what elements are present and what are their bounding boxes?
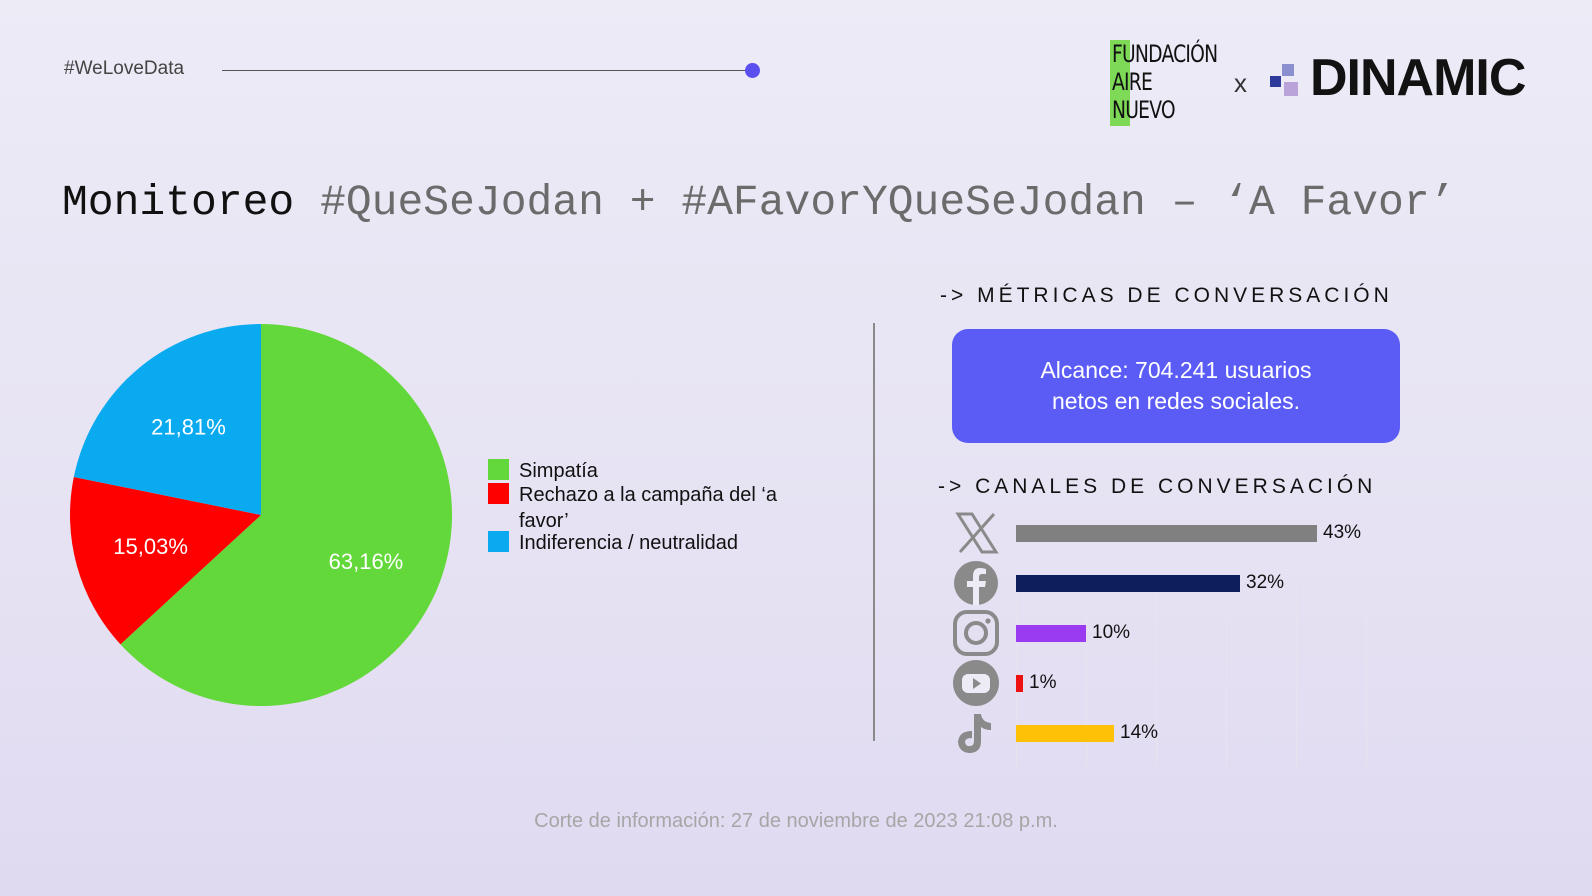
youtube-icon (953, 660, 999, 706)
bar-tiktok (1016, 725, 1114, 742)
pie-label-indiferencia: 21,81% (151, 414, 226, 439)
channel-row-instagram: 10% (950, 610, 1400, 656)
channels-title: -> CANALES DE CONVERSACIÓN (938, 475, 1377, 498)
dinamic-logo: DINAMIC (1270, 48, 1550, 107)
metrics-title: -> MÉTRICAS DE CONVERSACIÓN (940, 284, 1393, 307)
bar-x (1016, 525, 1317, 542)
dinamic-wordmark: DINAMIC (1310, 49, 1526, 107)
value-youtube: 1% (1029, 672, 1057, 693)
channel-row-tiktok: 14% (950, 710, 1400, 756)
x-icon (955, 512, 999, 554)
fan-logo: FUNDACIÓN AIRE NUEVO (1110, 40, 1218, 126)
channel-row-youtube: 1% (950, 660, 1400, 706)
bar-instagram (1016, 625, 1086, 642)
bar-gridline (1156, 520, 1157, 766)
title-hashtags: #QueSeJodan + #AFavorYQueSeJodan – ‘A Fa… (320, 178, 1456, 227)
pie-label-simpatia: 63,16% (329, 549, 404, 574)
channel-row-facebook: 32% (950, 560, 1400, 606)
legend-swatch-rechazo (488, 483, 509, 504)
legend-item-rechazo: Rechazo a la campaña del ‘a favor’ (488, 482, 789, 534)
legend-item-simpatia: Simpatía (488, 458, 598, 484)
bar-youtube (1016, 675, 1023, 692)
legend-label-simpatia: Simpatía (519, 460, 598, 482)
channel-row-x: 43% (950, 510, 1400, 556)
page-title: Monitoreo #QueSeJodan + #AFavorYQueSeJod… (62, 178, 1455, 227)
bar-facebook (1016, 575, 1240, 592)
title-main: Monitoreo (62, 178, 295, 227)
pie-chart: 63,16% 15,03% 21,81% (69, 324, 452, 706)
legend-swatch-simpatia (488, 459, 509, 480)
bar-gridline (1296, 520, 1297, 766)
value-x: 43% (1323, 522, 1362, 543)
hashtag-label: #WeLoveData (64, 58, 185, 79)
tiktok-icon (958, 714, 991, 753)
facebook-icon (954, 561, 998, 605)
alcance-box: Alcance: 704.241 usuarios netos en redes… (952, 329, 1400, 443)
value-facebook: 32% (1246, 572, 1285, 593)
value-instagram: 10% (1092, 622, 1131, 643)
bar-gridline (1366, 520, 1367, 766)
pie-slice-indiferencia (73, 324, 261, 515)
footer-note: Corte de información: 27 de noviembre de… (534, 810, 1058, 832)
vertical-divider (873, 323, 875, 741)
bar-gridline (1226, 520, 1227, 766)
header-line (222, 70, 752, 71)
bar-gridline (1016, 520, 1017, 766)
legend-swatch-indiferencia (488, 531, 509, 552)
value-tiktok: 14% (1120, 722, 1159, 743)
legend-item-indiferencia: Indiferencia / neutralidad (488, 530, 738, 556)
legend-label-rechazo: Rechazo a la campaña del ‘a favor’ (519, 484, 777, 532)
pie-slice-rechazo (69, 476, 261, 645)
instagram-icon (953, 610, 999, 656)
legend-label-indiferencia: Indiferencia / neutralidad (519, 532, 739, 554)
logo-separator: x (1234, 68, 1247, 98)
pie-label-rechazo: 15,03% (113, 534, 188, 559)
bar-gridline (1086, 520, 1087, 766)
pie-slice-simpatia (120, 324, 452, 706)
alcance-text: Alcance: 704.241 usuarios netos en redes… (1040, 357, 1312, 414)
header-dot (745, 63, 760, 78)
